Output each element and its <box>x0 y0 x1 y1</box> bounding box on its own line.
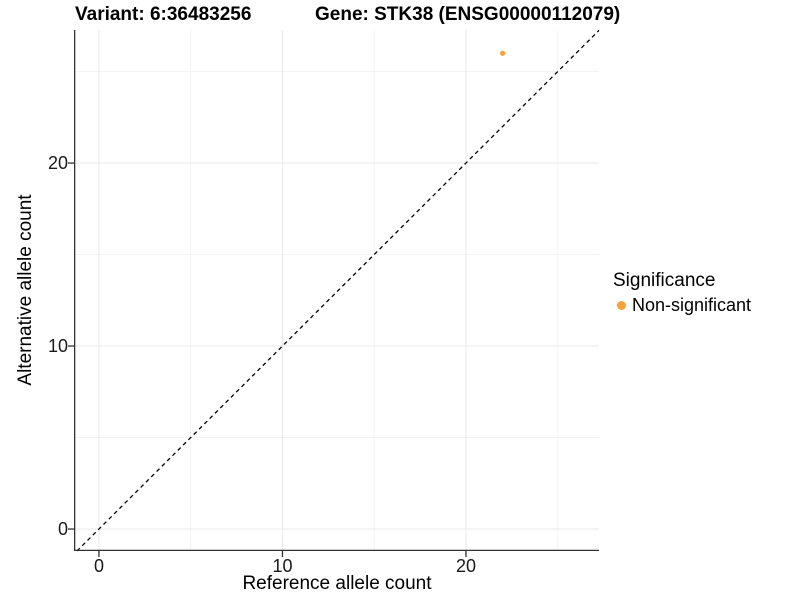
plot-panel <box>68 29 600 557</box>
x-tick-label: 0 <box>93 556 104 576</box>
plot-title-variant: Variant: 6:36483256 <box>75 4 252 25</box>
x-tick-label: 20 <box>455 556 476 576</box>
legend-item-label: Non-significant <box>632 295 752 315</box>
legend-title: Significance <box>613 270 716 291</box>
legend: Significance Non-significant <box>613 270 751 316</box>
y-tick-label: 20 <box>47 153 68 174</box>
legend-items: Non-significant <box>613 295 751 316</box>
x-axis-title: Reference allele count <box>242 573 432 594</box>
y-tick-label: 10 <box>47 336 68 357</box>
y-tick-label: 0 <box>57 519 68 540</box>
y-axis-title: Alternative allele count <box>15 194 36 386</box>
identity-dashed-line <box>76 29 600 552</box>
x-tick-label: 10 <box>272 556 293 576</box>
legend-point-icon <box>617 301 626 310</box>
legend-item: Non-significant <box>613 295 751 316</box>
chart-canvas <box>68 29 600 557</box>
data-point <box>500 50 506 56</box>
plot-title-gene: Gene: STK38 (ENSG00000112079) <box>315 4 621 25</box>
